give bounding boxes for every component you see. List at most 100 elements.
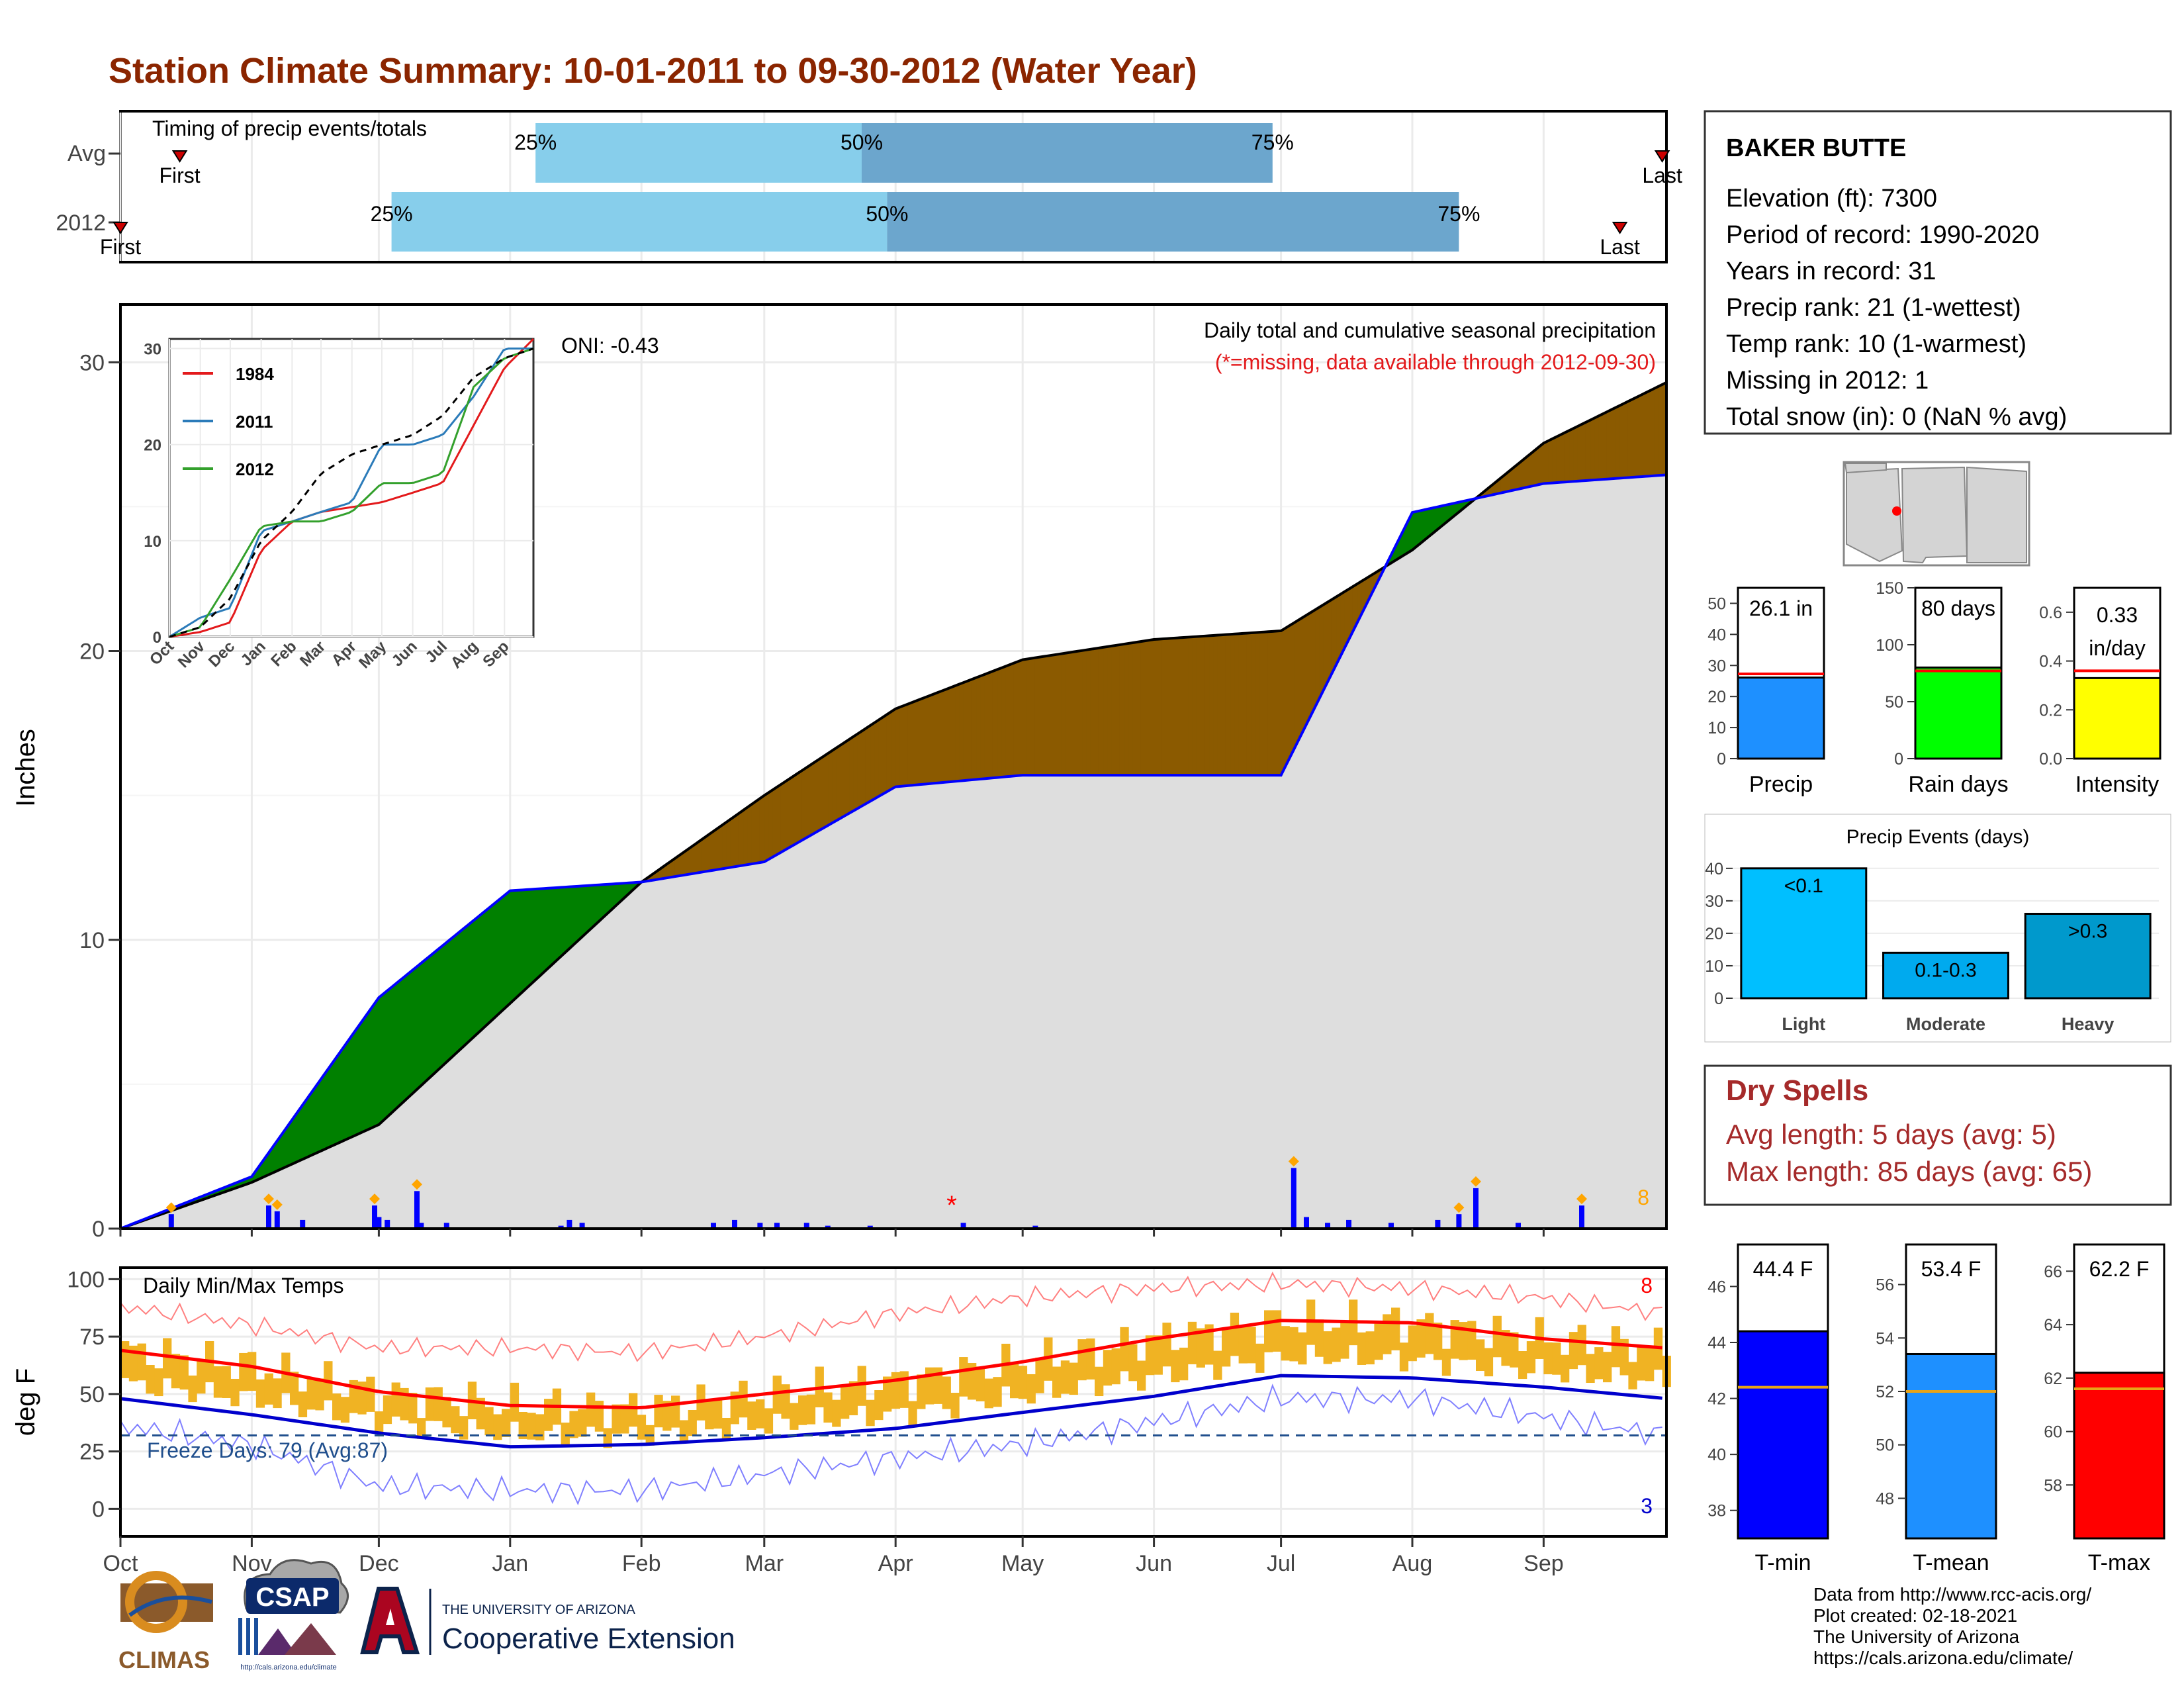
precip-surplus-area [484,907,490,1028]
daily-temp-range [798,1395,807,1425]
precip-deficit-area [1136,641,1142,776]
daily-temp-range [1611,1326,1621,1368]
precip-surplus-area [1416,510,1422,547]
daily-temp-range [1408,1325,1417,1362]
precip-deficit-area [857,730,862,810]
daily-temp-range [1425,1313,1434,1354]
events-category-label: Light [1782,1014,1825,1034]
precip-surplus-area [573,886,578,946]
precip-deficit-area [1267,631,1273,776]
precip-surplus-area [505,890,511,1008]
precip-deficit-area [844,739,850,817]
station-info-line: Period of record: 1990-2020 [1726,221,2039,249]
daily-temp-range [1594,1347,1604,1380]
precip-surplus-area [357,1020,363,1135]
events-tick-label: 30 [1705,892,1723,911]
daily-temp-range [527,1413,536,1440]
precip-missing-note: (*=missing, data available through 2012-… [1215,350,1656,374]
daily-temp-range [1154,1335,1163,1375]
precip-surplus-area [441,941,447,1067]
precip-surplus-area [565,886,570,954]
precip-deficit-area [831,747,837,824]
precip-deficit-area [1170,637,1176,776]
missing-marker: * [946,1191,957,1220]
daily-temp-range [375,1411,384,1433]
footer-line: The University of Arizona [1813,1626,2020,1647]
precip-deficit-area [946,686,951,783]
daily-temp-range [1569,1332,1578,1370]
daily-temp-range [933,1367,943,1404]
precip-deficit-area [1073,651,1078,776]
daily-temp-range [1332,1327,1341,1362]
daily-precip-bar [1325,1223,1330,1229]
daily-temp-range [976,1366,985,1401]
precip-surplus-area [353,1026,358,1137]
precip-surplus-area [582,885,587,938]
temp-count-low: 3 [1641,1494,1653,1518]
daily-temp-range [163,1338,172,1379]
state-outline-arizona [1846,467,1903,563]
station-info-line: Elevation (ft): 7300 [1726,185,1937,212]
daily-temp-range [1628,1362,1637,1389]
precip-deficit-area [1543,440,1549,485]
mini-bar-tick-label: 50 [1885,693,1903,712]
daily-temp-range [442,1397,451,1428]
footer-line: Plot created: 02-18-2021 [1813,1605,2017,1626]
precip-surplus-area [561,886,566,957]
precip-deficit-area [1158,638,1163,776]
daily-temp-range [603,1428,612,1448]
daily-temp-range [569,1411,578,1438]
inset-avg-line [169,348,534,638]
daily-temp-range [891,1372,901,1409]
precip-deficit-area [1539,442,1544,485]
precip-deficit-area [1128,642,1134,776]
oni-label: ONI: -0.43 [561,334,659,357]
precip-deficit-area [1030,657,1036,776]
daily-temp-range [273,1378,282,1409]
temp-tick-label: 75 [79,1325,105,1350]
station-info-line: Missing in 2012: 1 [1726,367,1929,395]
precip-deficit-area [1018,659,1023,776]
temp-y-axis-label: deg F [11,1368,40,1436]
daily-temp-range [544,1399,553,1431]
precip-deficit-area [840,741,845,819]
heavy-event-marker [165,1202,177,1213]
daily-precip-bar [376,1217,382,1229]
precip-tick-label: 0 [92,1217,105,1242]
daily-temp-range [230,1378,240,1407]
mini-bar-value: 0.33 [2097,603,2138,627]
precip-deficit-area [882,714,887,795]
precip-deficit-area [785,778,790,851]
precip-deficit-area [865,725,871,805]
temp-y-axis: 0 25 50 75 100 [67,1267,120,1522]
daily-temp-range [1467,1321,1477,1360]
daily-temp-range [1230,1312,1240,1356]
precip-surplus-area [1424,508,1430,541]
precip-deficit-area [734,812,739,867]
precip-deficit-area [1183,637,1189,776]
daily-temp-range [408,1393,418,1424]
precip-deficit-area [713,827,718,871]
x-tick-label: Jun [1136,1551,1172,1576]
daily-temp-range [1484,1348,1494,1377]
inset-legend-label: 2011 [236,412,273,432]
daily-temp-range [1120,1327,1129,1372]
daily-temp-range [391,1382,400,1417]
precip-deficit-area [1090,648,1095,776]
daily-temp-range [332,1393,341,1421]
daily-temp-range [772,1376,782,1414]
x-tick-label: Jul [1267,1551,1295,1576]
events-category-label: Heavy [2062,1014,2115,1034]
mini-bar-rain-days [1914,666,2003,760]
daily-temp-range [612,1404,621,1434]
precip-deficit-area [1556,434,1561,483]
temp-panel-frame [119,1266,1668,1538]
daily-temp-range [984,1378,993,1409]
daily-precip-bar [567,1219,572,1229]
events-bar-heavy [2024,912,2152,1000]
temp-bar-value: 62.2 F [2089,1257,2150,1281]
events-bar-label: 0.1-0.3 [1915,959,1976,981]
precip-deficit-area [1132,641,1138,776]
precip-deficit-area [1052,654,1057,776]
precip-deficit-area [819,755,824,831]
